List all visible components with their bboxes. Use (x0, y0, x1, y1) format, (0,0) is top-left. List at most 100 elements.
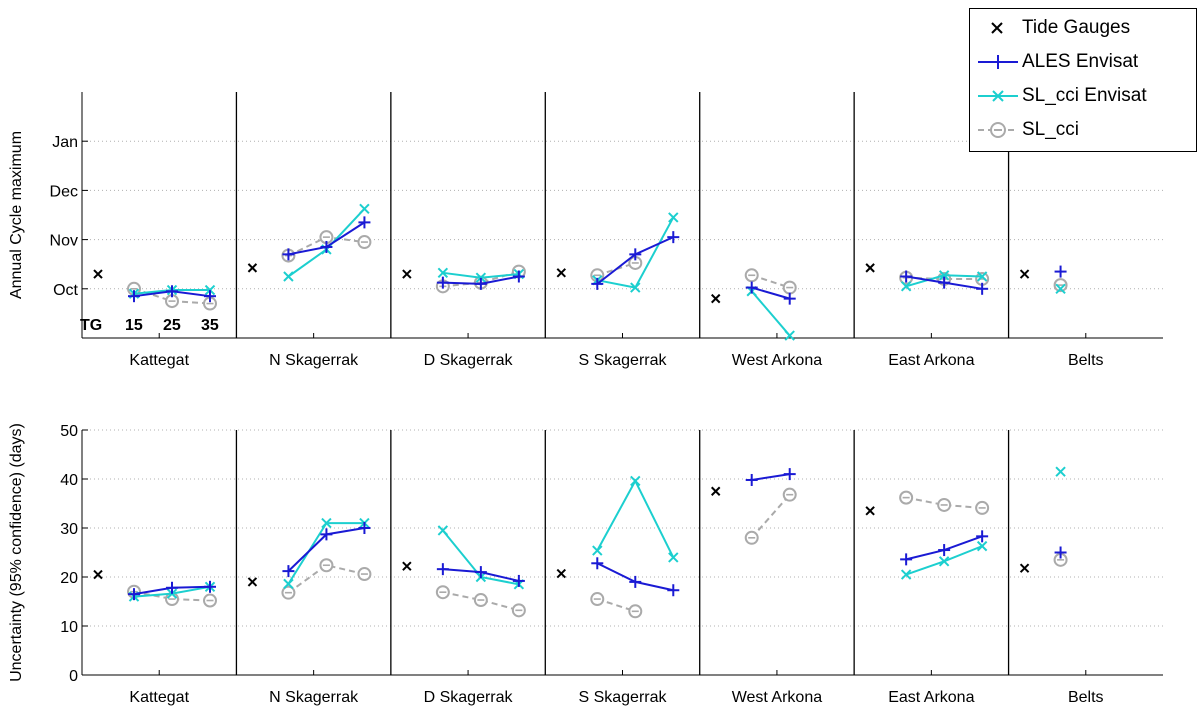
sl-cci-point-d-skagerrak-bottom (473, 593, 488, 608)
sl-cci-point-n-skagerrak-bottom (281, 585, 296, 600)
sl-cci-envisat-point-belts-bottom (1055, 466, 1066, 477)
sl-cci-line-n-skagerrak-bottom (287, 564, 365, 594)
sl-cci-point-n-skagerrak-bottom (319, 558, 334, 573)
top-panel-annual-cycle-maximum: Oct Nov Dec Jan Annual Cycle maximum Kattegat… (8, 92, 1163, 369)
sl-cci-envisat-point-s-skagerrak-top (668, 212, 679, 223)
region-label-west-arkona-top: West Arkona (732, 352, 823, 369)
sl-cci-envisat-mark-stroke (437, 267, 449, 279)
sl-cci-envisat-mark-stroke (668, 212, 679, 223)
tide-gauge-mark-stroke (711, 293, 721, 304)
ales-envisat-point-east-arkona-top (938, 276, 951, 289)
ales-envisat-point-s-skagerrak-top (667, 231, 680, 244)
ales-envisat-point-n-skagerrak-top (358, 216, 371, 229)
annotation-15: 15 (125, 317, 143, 334)
region-label-n-skagerrak-top: N Skagerrak (269, 352, 359, 369)
sl-cci-envisat-mark-stroke (1055, 466, 1066, 477)
sl-cci-envisat-mark-stroke (976, 540, 988, 552)
legend-label-sl-cci: SL_cci (1022, 119, 1080, 140)
region-label-east-arkona-bottom: East Arkona (888, 689, 974, 706)
tide-gauge-point-s-skagerrak-bottom (556, 568, 566, 579)
ales-envisat-point-n-skagerrak-top (320, 240, 333, 253)
legend-label-ales-envisat: ALES Envisat (1022, 51, 1139, 72)
sl-cci-point-belts-top (1053, 278, 1068, 293)
sl-cci-envisat-point-east-arkona-bottom (976, 540, 988, 552)
region-label-belts-bottom: Belts (1068, 689, 1104, 706)
sl-cci-envisat-point-d-skagerrak-top (437, 267, 449, 279)
ales-envisat-point-d-skagerrak-top (512, 270, 525, 283)
annotation-35: 35 (201, 317, 219, 334)
sl-cci-point-d-skagerrak-bottom (511, 603, 526, 618)
sl-cci-envisat-point-east-arkona-top (938, 270, 950, 281)
tide-gauge-mark-stroke (93, 569, 103, 580)
ales-envisat-point-west-arkona-top (783, 292, 796, 305)
legend-marker-ales-envisat (978, 55, 1018, 69)
y-tick-label-bottom: 40 (60, 472, 78, 489)
ales-envisat-point-west-arkona-bottom (745, 473, 758, 486)
tide-gauge-point-west-arkona-top (711, 293, 721, 304)
tide-gauge-mark-stroke (556, 268, 566, 278)
sl-cci-envisat-mark-stroke (204, 284, 216, 296)
tide-gauge-point-s-skagerrak-top (556, 268, 566, 278)
sl-cci-point-kattegat-bottom (203, 593, 217, 608)
ales-envisat-point-n-skagerrak-bottom (358, 522, 371, 534)
legend-label-tide-gauges: Tide Gauges (1022, 17, 1131, 38)
sl-cci-point-east-arkona-bottom (899, 490, 914, 505)
sl-cci-envisat-mark-stroke (475, 272, 487, 283)
legend-item-sl-cci-envisat: SL_cci Envisat (970, 81, 1196, 111)
region-label-s-skagerrak-top: S Skagerrak (578, 352, 667, 369)
sl-cci-envisat-mark-stroke (592, 545, 603, 556)
tg-depth-annotation: TG 15 25 35 (80, 317, 219, 334)
y-tick-label-top: Oct (53, 282, 78, 299)
sl-cci-envisat-mark-stroke (283, 578, 294, 590)
ales-envisat-point-kattegat-bottom (166, 581, 178, 594)
legend-item-ales-envisat: ALES Envisat (970, 47, 1196, 77)
sl-cci-envisat-point-n-skagerrak-top (359, 203, 370, 215)
ales-envisat-point-s-skagerrak-bottom (667, 584, 680, 597)
sl-cci-envisat-point-kattegat-top (204, 284, 216, 296)
tide-gauge-point-west-arkona-bottom (711, 486, 721, 496)
sl-cci-point-west-arkona-bottom (782, 487, 797, 502)
sl-cci-envisat-line-west-arkona-top (750, 290, 791, 337)
sl-cci-envisat-point-s-skagerrak-bottom (630, 475, 641, 487)
legend-marker-sl-cci (978, 122, 1018, 138)
ales-envisat-point-kattegat-bottom (128, 588, 140, 601)
tide-gauge-mark-stroke (247, 263, 258, 273)
sl-cci-envisat-mark-stroke (283, 271, 294, 282)
ales-envisat-point-west-arkona-bottom (783, 468, 796, 481)
sl-cci-line-kattegat-bottom (133, 590, 211, 602)
sl-cci-envisat-point-d-skagerrak-bottom (437, 525, 449, 536)
tide-gauge-point-east-arkona-bottom (865, 506, 875, 516)
sl-cci-envisat-point-east-arkona-top (900, 281, 912, 292)
ales-envisat-point-kattegat-top (128, 290, 140, 303)
sl-cci-envisat-mark-stroke (321, 517, 332, 529)
sl-cci-envisat-mark-stroke (630, 475, 641, 487)
sl-cci-point-east-arkona-bottom (937, 497, 952, 512)
tide-gauge-mark-stroke (865, 263, 875, 273)
tide-gauge-point-d-skagerrak-top (402, 269, 412, 279)
sl-cci-line-east-arkona-bottom (905, 496, 983, 509)
sl-cci-envisat-point-n-skagerrak-bottom (321, 517, 332, 529)
tide-gauge-mark-stroke (402, 561, 412, 571)
sl-cci-envisat-point-s-skagerrak-bottom (592, 545, 603, 556)
region-label-belts-top: Belts (1068, 352, 1104, 369)
ales-envisat-point-west-arkona-top (745, 281, 758, 294)
ales-envisat-point-east-arkona-top (976, 282, 989, 295)
sl-cci-envisat-point-west-arkona-top (784, 330, 795, 341)
ales-envisat-point-s-skagerrak-top (629, 248, 642, 261)
sl-cci-line-west-arkona-bottom (750, 494, 791, 539)
ales-envisat-point-kattegat-top (204, 290, 216, 303)
sl-cci-envisat-point-s-skagerrak-top (630, 282, 641, 293)
region-label-d-skagerrak-top: D Skagerrak (424, 352, 514, 369)
region-label-n-skagerrak-bottom: N Skagerrak (269, 689, 359, 706)
tide-gauge-point-east-arkona-top (865, 263, 875, 273)
sl-cci-envisat-mark-stroke (1055, 283, 1066, 295)
sl-cci-envisat-point-s-skagerrak-bottom (668, 552, 679, 563)
region-label-west-arkona-bottom: West Arkona (732, 689, 823, 706)
sl-cci-envisat-mark-stroke (900, 281, 912, 292)
tide-gauge-point-belts-top (1019, 269, 1030, 279)
ales-envisat-point-east-arkona-bottom (938, 544, 951, 557)
annotation-25: 25 (163, 317, 181, 334)
tide-gauge-point-belts-bottom (1019, 563, 1030, 573)
sl-cci-point-east-arkona-bottom (975, 500, 990, 515)
